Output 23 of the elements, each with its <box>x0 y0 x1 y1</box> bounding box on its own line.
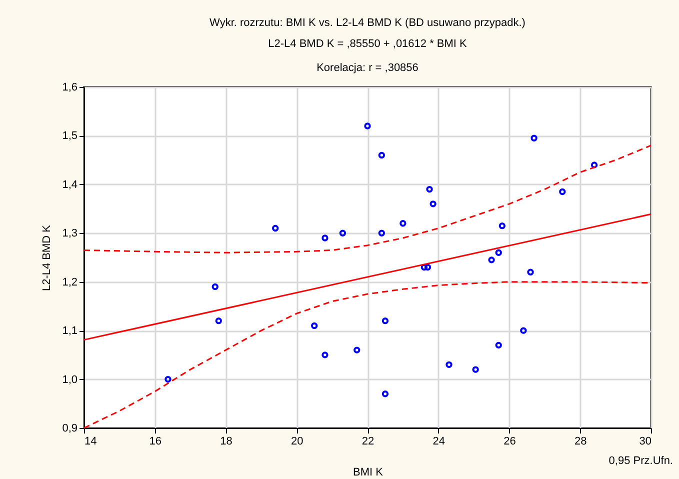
chart-title: Wykr. rozrzutu: BMI K vs. L2-L4 BMD K (BD usuwano przypadk.) <box>210 17 526 29</box>
x-tick-label: 26 <box>504 436 516 448</box>
chart-subtitle: L2-L4 BMD K = ,85550 + ,01612 * BMI K Korelacja: r = ,30856 <box>268 38 468 74</box>
x-tick-label: 30 <box>639 436 652 448</box>
line-series <box>83 144 652 254</box>
y-tick-label: 1,6 <box>62 82 78 94</box>
x-tick-label: 22 <box>362 436 374 448</box>
y-axis-title: L2-L4 BMD K <box>41 224 54 292</box>
y-tick-label: 1,3 <box>62 228 78 240</box>
y-tick-label: 1,5 <box>62 130 78 142</box>
x-tick-label: 28 <box>574 436 587 448</box>
y-tick-label: 1,0 <box>62 374 78 386</box>
x-axis-title: BMI K <box>353 466 384 478</box>
y-tick-label: 1,2 <box>62 276 78 288</box>
x-tick-label: 18 <box>220 436 232 448</box>
x-tick-label: 14 <box>84 436 97 448</box>
x-tick-label: 16 <box>149 436 162 448</box>
x-tick-label: 24 <box>432 436 445 448</box>
text: 0,95 Prz.Ufn. <box>608 455 673 467</box>
y-tick-label: 1,4 <box>62 178 78 191</box>
x-tick-label: 20 <box>291 436 304 448</box>
y-tick-label: 0,9 <box>62 422 78 434</box>
y-tick-label: 1,1 <box>62 325 78 338</box>
